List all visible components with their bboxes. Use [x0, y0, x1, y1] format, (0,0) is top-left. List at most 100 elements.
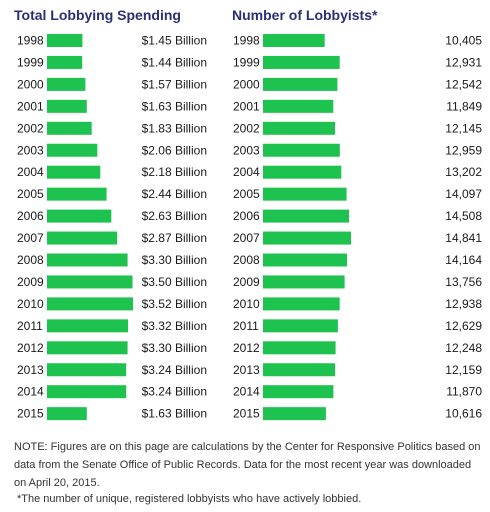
lobbyists-value-label: 10,616	[445, 407, 482, 421]
lobbyists-bar	[263, 77, 338, 91]
lobbyists-bar	[263, 165, 342, 179]
spending-year-label: 1999	[17, 55, 44, 69]
spending-bar	[47, 34, 83, 47]
spending-value-label: $3.24 Billion	[142, 363, 207, 377]
spending-value-label: $2.44 Billion	[142, 187, 207, 201]
spending-bar	[47, 143, 98, 157]
lobbyists-bar	[263, 55, 340, 69]
lobbyists-bar	[263, 385, 334, 399]
spending-year-label: 2011	[17, 319, 43, 333]
lobbyists-chart-title: Number of Lobbyists*	[232, 7, 378, 23]
spending-year-label: 2001	[17, 99, 44, 113]
lobbyists-bar	[263, 341, 336, 355]
spending-bar	[47, 77, 86, 91]
spending-value-label: $1.57 Billion	[142, 77, 207, 91]
spending-value-label: $1.63 Billion	[142, 99, 207, 113]
lobbyists-year-label: 2003	[233, 143, 260, 157]
spending-year-label: 2000	[17, 77, 44, 91]
lobbyists-bar	[263, 275, 345, 289]
spending-year-label: 2002	[17, 121, 44, 135]
spending-bar	[47, 319, 129, 333]
lobbyists-year-label: 2001	[233, 99, 260, 113]
spending-value-label: $2.06 Billion	[142, 143, 207, 157]
lobbyists-bar	[263, 407, 326, 421]
spending-bar	[47, 187, 107, 201]
spending-year-label: 2015	[17, 407, 44, 421]
lobbyists-value-label: 14,097	[445, 187, 482, 201]
data-note: NOTE: Figures are on this page are calcu…	[14, 441, 481, 489]
lobbyists-value-label: 12,959	[445, 143, 482, 157]
spending-bar	[47, 407, 87, 421]
lobbyists-bar	[263, 319, 338, 333]
spending-value-label: $3.52 Billion	[142, 297, 207, 311]
lobbyists-year-label: 2011	[233, 319, 259, 333]
lobbyists-value-label: 13,756	[445, 275, 482, 289]
spending-bar	[47, 363, 127, 377]
lobbyists-value-label: 11,849	[446, 99, 482, 113]
spending-bar	[47, 385, 127, 399]
lobbyists-value-label: 14,164	[445, 253, 482, 267]
spending-chart-title: Total Lobbying Spending	[14, 7, 181, 23]
spending-year-label: 1998	[17, 34, 44, 48]
lobbyists-value-label: 12,145	[445, 121, 482, 135]
lobbyists-bar	[263, 209, 349, 223]
spending-year-label: 2009	[17, 275, 44, 289]
lobbyists-year-label: 2000	[233, 77, 260, 91]
spending-value-label: $3.50 Billion	[142, 275, 207, 289]
lobbyists-bar	[263, 363, 336, 377]
spending-bar	[47, 253, 128, 267]
lobbyists-bar	[263, 231, 351, 245]
lobbyists-year-label: 2005	[233, 187, 260, 201]
spending-bar	[47, 209, 112, 223]
spending-bar-chart: 1998 $1.45 Billion 1999 $1.44 Billion 2000 $1…	[17, 34, 207, 421]
lobbyists-year-label: 2014	[233, 385, 260, 399]
lobbyists-year-label: 2009	[233, 275, 260, 289]
lobbyists-year-label: 2012	[233, 341, 260, 355]
spending-year-label: 2003	[17, 143, 44, 157]
spending-bar	[47, 231, 118, 245]
lobbyists-value-label: 12,931	[445, 55, 482, 69]
lobbyists-bar	[263, 34, 325, 47]
lobbyists-year-label: 2008	[233, 253, 260, 267]
spending-year-label: 2010	[17, 297, 44, 311]
lobbyists-bar	[263, 143, 340, 157]
lobbyists-year-label: 2007	[233, 231, 260, 245]
lobbyists-value-label: 12,938	[445, 297, 482, 311]
lobbyists-value-label: 11,870	[446, 385, 482, 399]
lobbyists-footnote: *The number of unique, registered lobbyi…	[17, 493, 362, 505]
lobbyists-value-label: 14,841	[445, 231, 482, 245]
lobbyists-year-label: 2006	[233, 209, 260, 223]
spending-year-label: 2006	[17, 209, 44, 223]
lobbyists-bar	[263, 253, 347, 267]
lobbyists-value-label: 13,202	[445, 165, 482, 179]
lobbyists-year-label: 2010	[233, 297, 260, 311]
lobbyists-bar	[263, 99, 334, 113]
spending-value-label: $1.45 Billion	[142, 34, 207, 48]
spending-value-label: $1.83 Billion	[142, 121, 207, 135]
spending-value-label: $1.44 Billion	[142, 55, 207, 69]
lobbyists-year-label: 2013	[233, 363, 260, 377]
spending-year-label: 2013	[17, 363, 44, 377]
lobbyists-year-label: 2002	[233, 121, 260, 135]
lobbyists-bar	[263, 121, 335, 135]
spending-bar	[47, 275, 133, 289]
spending-bar	[47, 99, 87, 113]
lobbyists-year-label: 2015	[233, 407, 260, 421]
spending-year-label: 2005	[17, 187, 44, 201]
spending-year-label: 2007	[17, 231, 44, 245]
spending-bar	[47, 55, 83, 69]
lobbyists-bar	[263, 187, 347, 201]
spending-value-label: $3.30 Billion	[142, 341, 207, 355]
lobbyists-bar	[263, 297, 340, 311]
spending-value-label: $3.30 Billion	[142, 253, 207, 267]
spending-year-label: 2008	[17, 253, 44, 267]
lobbyists-year-label: 2004	[233, 165, 260, 179]
spending-year-label: 2014	[17, 385, 44, 399]
lobbyists-value-label: 12,629	[445, 319, 482, 333]
spending-value-label: $3.24 Billion	[142, 385, 207, 399]
spending-bar	[47, 341, 128, 355]
spending-value-label: $2.18 Billion	[142, 165, 207, 179]
lobbyists-year-label: 1999	[233, 55, 260, 69]
spending-bar	[47, 121, 92, 135]
spending-bar	[47, 297, 133, 311]
